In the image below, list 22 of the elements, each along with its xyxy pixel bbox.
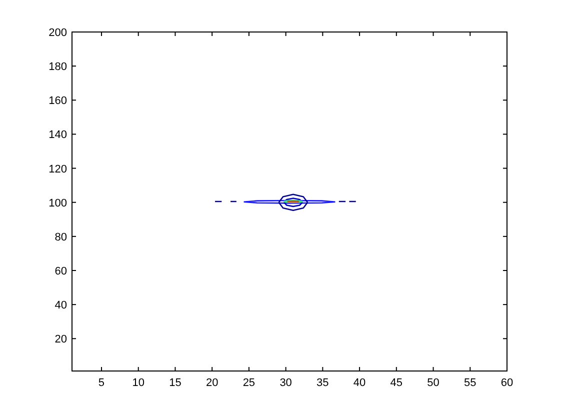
x-tick-label: 45 [390,377,403,389]
y-tick-label: 20 [54,334,67,346]
y-tick-label: 120 [48,163,67,176]
y-tick-label: 200 [48,27,67,39]
y-tick-label: 160 [48,95,67,108]
y-tick-label: 140 [48,129,67,142]
x-tick-label: 25 [242,377,256,389]
x-tick-label: 40 [353,377,366,389]
x-tick-label: 50 [427,377,440,389]
x-tick-label: 30 [280,377,292,389]
x-tick-label: 10 [132,377,144,389]
y-tick-label: 100 [48,197,67,210]
y-tick-label: 80 [54,231,67,244]
y-tick-label: 40 [54,300,67,312]
x-tick-label: 15 [169,377,182,389]
y-tick-label: 60 [54,265,67,278]
y-tick-label: 180 [48,61,67,74]
x-tick-label: 60 [500,377,514,389]
x-tick-label: 20 [206,377,218,389]
x-tick-label: 35 [316,377,329,389]
x-tick-label: 5 [98,377,105,389]
x-tick-label: 55 [464,377,476,389]
